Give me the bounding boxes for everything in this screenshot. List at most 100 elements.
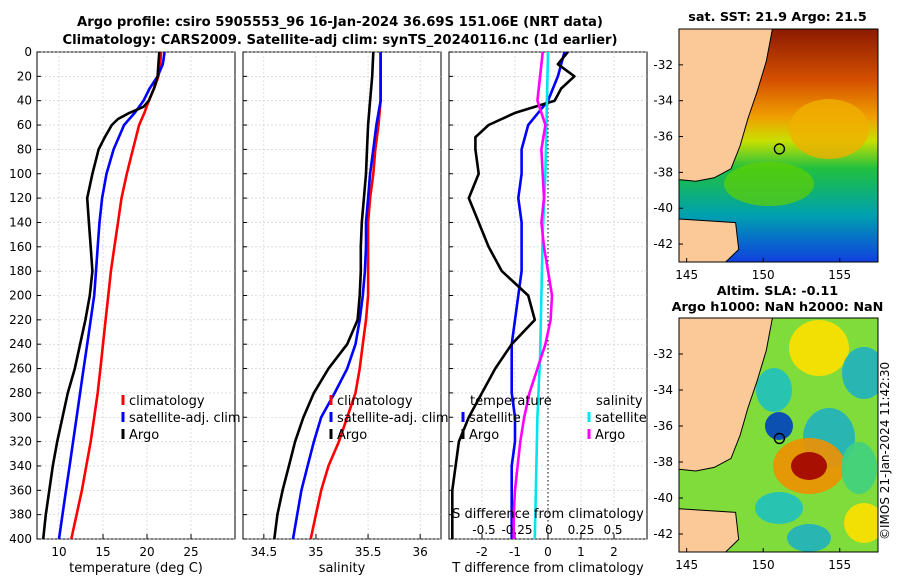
sla_map-ytick-label: -40	[653, 491, 673, 505]
salinity-xtick-label: 36	[413, 545, 428, 559]
salinity-xtick-label: 35.5	[355, 545, 382, 559]
ytick-label: 20	[17, 69, 32, 83]
salinity-panel	[242, 51, 442, 540]
sst_map-ytick-label: -36	[653, 130, 673, 144]
temperature-series-satellite-adj-clim	[57, 51, 166, 540]
ytick-label: 180	[9, 264, 32, 278]
difference-series-temperature-satellite	[510, 51, 566, 539]
temperature-xtick-label: 20	[139, 545, 154, 559]
sla-eddy	[755, 492, 803, 524]
sst_map-ytick-label: -38	[653, 165, 673, 179]
salinity-xtick-label: 34.5	[250, 545, 277, 559]
sst-map-title: sat. SST: 21.9 Argo: 21.5	[688, 10, 867, 25]
ytick-label: 360	[9, 483, 32, 497]
diff-legend-entry: satellite	[469, 411, 521, 426]
sla_map-ytick-label: -32	[653, 347, 673, 361]
salinity-legend-entry: satellite-adj. clim	[337, 411, 449, 426]
temperature-legend-entry: Argo	[129, 428, 159, 443]
sla_map-ytick-label: -38	[653, 455, 673, 469]
temperature-xlabel: temperature (deg C)	[69, 561, 203, 576]
difference-xtick-label: -1	[509, 545, 521, 559]
ytick-label: 300	[9, 410, 32, 424]
ytick-label: 40	[17, 94, 32, 108]
temperature-xtick-label: 25	[183, 545, 198, 559]
sla-map-title-line2: Argo h1000: NaN h2000: NaN	[671, 300, 884, 315]
sst_map-xtick-label: 145	[675, 268, 698, 282]
figure-title-line2: Climatology: CARS2009. Satellite-adj cli…	[62, 33, 618, 48]
sla_map-ytick-label: -42	[653, 527, 673, 541]
sst_map-ytick-label: -32	[653, 58, 673, 72]
temperature-legend-entry: satellite-adj. clim	[129, 411, 241, 426]
diff-legend-header-salinity: salinity	[596, 394, 643, 409]
sla-eddy	[841, 442, 877, 494]
difference-panel	[448, 51, 648, 540]
sla-map-title-line1: Altim. SLA: -0.11	[716, 284, 839, 299]
temperature-xtick-label: 10	[51, 545, 66, 559]
diff-salinity-xtick-label: 0	[545, 523, 553, 537]
sla-eddy	[789, 320, 849, 376]
sla_map-ytick-label: -36	[653, 419, 673, 433]
salinity-series-climatology	[309, 52, 382, 540]
ytick-label: 340	[9, 459, 32, 473]
sla-eddy	[756, 368, 792, 412]
ytick-label: 80	[17, 142, 32, 156]
salinity-legend-entry: Argo	[337, 428, 367, 443]
sla_map-tasmania	[679, 508, 740, 552]
ytick-label: 60	[17, 118, 32, 132]
sla_map-xtick-label: 155	[828, 558, 851, 572]
ytick-label: 380	[9, 508, 32, 522]
salinity-legend-entry: climatology	[337, 394, 413, 409]
ytick-label: 200	[9, 289, 32, 303]
sst_map-ytick-label: -34	[653, 94, 673, 108]
salinity-series-argo	[273, 51, 375, 540]
sst_map-tasmania	[679, 218, 740, 262]
ytick-label: 160	[9, 240, 32, 254]
ytick-label: 320	[9, 435, 32, 449]
temperature-legend-entry: climatology	[129, 394, 205, 409]
sla-eddy	[844, 503, 878, 543]
difference-series-temperature-argo	[450, 51, 576, 539]
diff-legend-header-temperature: temperature	[470, 394, 552, 409]
sst_map-argo-marker	[773, 143, 786, 155]
sst_map-ytick-label: -42	[653, 237, 673, 251]
sla-eddy	[787, 524, 831, 552]
difference-xtick-label: 2	[610, 545, 618, 559]
sla_map-axes-box	[678, 317, 879, 553]
temperature-panel	[36, 51, 236, 540]
ytick-label: 240	[9, 337, 32, 351]
sla-eddy	[842, 347, 878, 399]
sla_map-land	[679, 318, 773, 472]
diff-salinity-xtick-label: -0.25	[501, 523, 532, 537]
sla_map-xtick-label: 150	[752, 558, 775, 572]
sst-mid-patch	[724, 162, 814, 206]
diff-salinity-xtick-label: 0.25	[568, 523, 595, 537]
salinity-xtick-label: 35	[308, 545, 323, 559]
difference-series-salinity-argo	[512, 51, 554, 539]
sst_map-land	[679, 29, 773, 182]
sst_map-field	[679, 29, 878, 262]
ytick-label: 140	[9, 215, 32, 229]
ytick-label: 0	[24, 45, 32, 59]
ytick-label: 280	[9, 386, 32, 400]
diff-salinity-xlabel: S difference from climatology	[452, 507, 644, 522]
sla_map-xtick-label: 145	[675, 558, 698, 572]
sla-eddy	[765, 412, 793, 440]
sst_map-xtick-label: 150	[752, 268, 775, 282]
diff-salinity-xtick-label: -0.5	[472, 523, 495, 537]
difference-series-salinity-satellite	[533, 51, 550, 540]
ytick-label: 260	[9, 362, 32, 376]
diff-salinity-xtick-label: 0.5	[603, 523, 622, 537]
difference-xtick-label: -2	[476, 545, 488, 559]
ytick-label: 400	[9, 532, 32, 546]
difference-xtick-label: 1	[577, 545, 585, 559]
ytick-label: 220	[9, 313, 32, 327]
sst_map-xtick-label: 155	[828, 268, 851, 282]
temperature-xtick-label: 15	[95, 545, 110, 559]
difference-xtick-label: 0	[544, 545, 552, 559]
sst_map-ytick-label: -40	[653, 201, 673, 215]
ytick-label: 100	[9, 167, 32, 181]
salinity-xlabel: salinity	[319, 561, 366, 576]
sla_map-argo-marker	[773, 432, 786, 445]
sla_map-field	[679, 318, 878, 552]
sst-warm-patch	[789, 99, 869, 159]
